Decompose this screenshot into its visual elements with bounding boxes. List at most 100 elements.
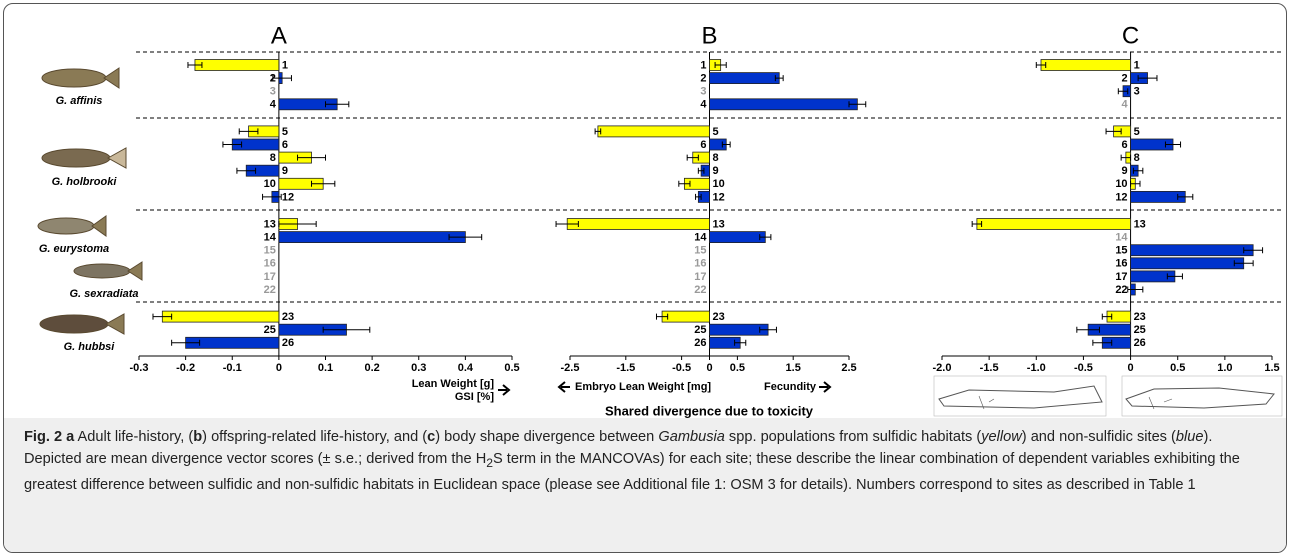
site-label: 22 <box>694 284 706 296</box>
error-bar <box>697 167 705 174</box>
site-label: 15 <box>264 245 276 257</box>
caption-text: S term in the MANCOVAs) for each site; t… <box>24 451 1240 493</box>
bar <box>194 59 280 71</box>
x-label: GSI [%] <box>455 391 494 403</box>
chart-area: G. affinis G. holbrooki G. eurystoma G. … <box>37 22 1284 418</box>
species-label: G. eurystoma <box>39 243 109 255</box>
site-label: 25 <box>264 324 276 336</box>
error-bar <box>1243 247 1264 254</box>
bar <box>661 310 710 323</box>
error-bar <box>272 75 292 82</box>
caption-text: c <box>427 429 436 445</box>
panel-label: C <box>1122 22 1139 49</box>
error-bar <box>759 326 777 333</box>
site-label: 14 <box>264 232 277 244</box>
site-label: 3 <box>700 86 706 98</box>
site-label: 23 <box>282 311 294 323</box>
site-label: 23 <box>1134 311 1146 323</box>
site-label: 17 <box>1115 271 1127 283</box>
arrow <box>557 381 570 393</box>
error-bar <box>238 128 259 135</box>
error-bar <box>555 221 579 227</box>
site-label: 3 <box>1134 86 1140 98</box>
site-label: 10 <box>1115 178 1127 190</box>
error-bar <box>1164 141 1182 148</box>
x-tick-label: -0.1 <box>223 362 242 374</box>
site-label: 13 <box>1134 218 1146 230</box>
site-label: 17 <box>694 271 706 283</box>
site-label: 13 <box>264 218 276 230</box>
site-label: 12 <box>282 191 294 203</box>
x-tick-label: -0.5 <box>1074 362 1093 374</box>
bar <box>161 310 280 323</box>
error-bar <box>236 167 257 174</box>
site-label: 22 <box>1115 284 1127 296</box>
site-label: 5 <box>1134 126 1140 138</box>
site-label: 6 <box>1121 139 1127 151</box>
x-label: Embryo Lean Weight [mg] <box>575 381 711 393</box>
site-label: 8 <box>1134 152 1140 164</box>
caption-text: 2 <box>486 455 494 470</box>
x-label: Fecundity <box>764 381 817 393</box>
error-bar <box>171 339 201 346</box>
caption-text: spp. populations from sulfidic habitats … <box>724 429 982 445</box>
caption-text: ). Depicted are mean divergence vector s… <box>24 429 1213 467</box>
error-bar <box>721 141 731 148</box>
error-bar <box>311 180 336 187</box>
error-bar <box>774 75 784 82</box>
site-label: 1 <box>282 59 288 71</box>
site-label: 4 <box>270 99 277 111</box>
bar <box>1040 59 1131 71</box>
bar <box>278 231 466 244</box>
x-tick-label: 1.5 <box>1264 362 1279 374</box>
site-label: 6 <box>282 139 288 151</box>
bar <box>1130 244 1254 257</box>
x-tick-label: -0.2 <box>176 362 195 374</box>
x-tick-label: 0 <box>276 362 282 374</box>
x-label: Lean Weight [g] <box>412 378 495 390</box>
site-label: 6 <box>700 139 706 151</box>
site-label: 4 <box>700 99 707 111</box>
site-label: 17 <box>264 271 276 283</box>
site-label: 3 <box>270 86 276 98</box>
site-label: 9 <box>1121 165 1127 177</box>
site-label: 8 <box>713 152 719 164</box>
error-bar <box>187 62 203 68</box>
site-label: 10 <box>713 178 725 190</box>
site-label: 26 <box>694 337 706 349</box>
site-label: 25 <box>694 324 706 336</box>
site-label: 9 <box>713 165 719 177</box>
x-tick-label: -2.5 <box>561 362 580 374</box>
error-bar <box>152 313 173 320</box>
error-bar <box>325 101 350 108</box>
site-label: 15 <box>1115 245 1127 257</box>
site-label: 22 <box>264 284 276 296</box>
x-tick-label: 2.5 <box>841 362 856 374</box>
site-label: 14 <box>694 232 707 244</box>
site-label: 26 <box>1134 337 1146 349</box>
species-label: G. affinis <box>56 95 103 107</box>
site-label: 23 <box>713 311 725 323</box>
error-bar <box>1120 154 1132 161</box>
error-bar <box>1101 313 1113 320</box>
site-label: 16 <box>694 258 706 270</box>
caption-text: ) offspring-related life-history, and ( <box>202 429 428 445</box>
species-label: G. holbrooki <box>52 176 118 188</box>
x-tick-label: 0.5 <box>504 362 519 374</box>
x-tick-label: 0 <box>706 362 712 374</box>
error-bar <box>222 141 243 148</box>
site-label: 12 <box>1115 191 1127 203</box>
caption-text: blue <box>1175 429 1204 445</box>
error-bar <box>1233 260 1254 267</box>
site-label: 4 <box>1121 99 1128 111</box>
site-label: 2 <box>1121 73 1127 85</box>
x-tick-label: -0.3 <box>130 362 149 374</box>
error-bar <box>1137 75 1158 82</box>
caption: Fig. 2 a Adult life-history, (b) offspri… <box>4 418 1286 552</box>
arrow <box>498 384 511 396</box>
site-label: 8 <box>270 152 276 164</box>
error-bar <box>1117 88 1129 95</box>
shared-x-label: Shared divergence due to toxicity <box>605 403 814 418</box>
error-bar <box>448 234 483 241</box>
site-label: 2 <box>270 73 276 85</box>
